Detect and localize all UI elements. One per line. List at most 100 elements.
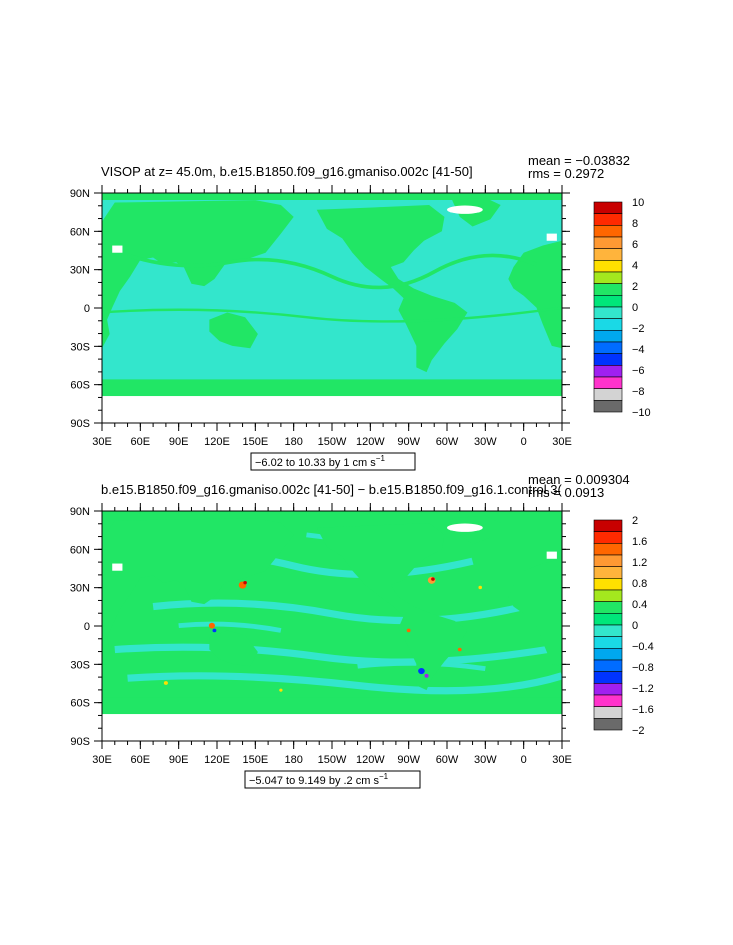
- panel-2-anomaly-south-atlantic: [418, 667, 425, 675]
- colorbar-swatch: [593, 365, 623, 378]
- panel-1-colorbar: 10 8 6 4 2 0 −2 −4 −6 −8 −10: [593, 197, 651, 419]
- panel-1-range-label: −6.02 to 10.33 by 1 cm s: [255, 457, 376, 469]
- colorbar-swatch: [593, 260, 623, 273]
- panel-1-y-axis: 90N 60N 30N 0 30S 60S 90S: [70, 188, 570, 430]
- colorbar-label: 8: [632, 218, 638, 230]
- colorbar-swatch: [593, 341, 623, 354]
- panel-2-anomaly-kuroshio-core: [243, 580, 247, 585]
- colorbar-label: −2: [632, 725, 645, 737]
- colorbar-swatch: [593, 519, 623, 532]
- x-tick-label: 0: [521, 436, 527, 448]
- y-tick-label: 0: [84, 303, 90, 315]
- colorbar-swatch: [593, 330, 623, 343]
- y-tick-label: 90N: [70, 188, 90, 200]
- panel-2-anomaly-indian: [208, 622, 215, 629]
- panel-2-anomaly-north-atlantic: [478, 585, 483, 590]
- x-tick-label: 120W: [356, 754, 385, 766]
- colorbar-swatch: [593, 578, 623, 591]
- colorbar-swatch: [593, 225, 623, 238]
- panel-1-zonal-band-south: [102, 306, 562, 323]
- panel-2-missing-data-arctic: [447, 523, 483, 532]
- panel-1-arctic-band: [102, 193, 562, 200]
- panel-2-map: [102, 511, 562, 726]
- y-tick-label: 30S: [70, 341, 90, 353]
- colorbar-swatch: [593, 236, 623, 249]
- y-tick-label: 30N: [70, 583, 90, 595]
- panel-2-anomaly-atlantic-eq: [457, 647, 462, 652]
- x-tick-label: 180: [284, 436, 302, 448]
- x-tick-label: 90E: [169, 754, 189, 766]
- x-tick-label: 60W: [436, 754, 459, 766]
- colorbar-swatch: [593, 271, 623, 284]
- svg-text:−5.047 to 9.149 by .2 cm s−1: −5.047 to 9.149 by .2 cm s−1: [249, 772, 389, 787]
- x-tick-label: 30E: [552, 436, 572, 448]
- panel-2-missing-data-east: [546, 551, 557, 559]
- y-tick-label: 60N: [70, 226, 90, 238]
- panel-2-negative-bands: [114, 550, 562, 695]
- y-tick-label: 0: [84, 621, 90, 633]
- colorbar-swatch: [593, 636, 623, 649]
- colorbar-swatch: [593, 718, 623, 731]
- colorbar-label: 1.6: [632, 536, 647, 548]
- colorbar-label: 0.4: [632, 599, 647, 611]
- panel-1-mean: mean = −0.03832: [528, 153, 630, 168]
- panel-1-map: [102, 193, 562, 408]
- colorbar-swatch: [593, 388, 623, 401]
- colorbar-swatch: [593, 601, 623, 614]
- x-tick-label: 90E: [169, 436, 189, 448]
- y-tick-label: 60S: [70, 380, 90, 392]
- colorbar-swatch: [593, 283, 623, 296]
- colorbar-swatch: [593, 201, 623, 214]
- x-tick-label: 120E: [204, 754, 230, 766]
- panel-1: VISOP at z= 45.0m, b.e15.B1850.f09_g16.g…: [70, 153, 651, 471]
- colorbar-label: 0.8: [632, 578, 647, 590]
- panel-2-anomaly-gulfstream: [427, 576, 436, 584]
- colorbar-label: −8: [632, 386, 645, 398]
- colorbar-swatch: [593, 248, 623, 261]
- colorbar-swatch: [593, 295, 623, 308]
- svg-text:−6.02 to 10.33 by 1 cm s−1: −6.02 to 10.33 by 1 cm s−1: [255, 454, 385, 469]
- panel-1-range-exponent: −1: [376, 454, 386, 463]
- panel-2-anomaly-pacific-eq: [406, 628, 411, 633]
- panel-2-x-axis: 30E 60E 90E 120E 150E 180 150W 120W 90W 60W 30W 0 30…: [92, 503, 572, 766]
- colorbar-swatch: [593, 706, 623, 719]
- colorbar-swatch: [593, 306, 623, 319]
- x-tick-label: 30E: [92, 436, 112, 448]
- colorbar-label: 10: [632, 197, 644, 209]
- colorbar-swatch: [593, 624, 623, 637]
- panel-2-anomaly-south-atlantic-core: [424, 673, 429, 678]
- x-tick-label: 150E: [242, 436, 268, 448]
- panel-2-anomaly-acc-2: [279, 688, 283, 692]
- colorbar-swatch: [593, 648, 623, 661]
- x-tick-label: 60E: [131, 754, 151, 766]
- x-tick-label: 60E: [131, 436, 151, 448]
- colorbar-swatch: [593, 589, 623, 602]
- x-tick-label: 60W: [436, 436, 459, 448]
- panel-2-anomaly-acc: [163, 681, 168, 685]
- colorbar-label: −4: [632, 344, 645, 356]
- colorbar-swatch: [593, 353, 623, 366]
- panel-1-x-axis: 30E 60E 90E 120E 150E 180 150W 120W 90W 60W 30W 0 30…: [92, 185, 572, 448]
- panel-2: b.e15.B1850.f09_g16.gmaniso.002c [41-50]…: [70, 472, 654, 789]
- x-tick-label: 180: [284, 754, 302, 766]
- colorbar-label: −10: [632, 407, 651, 419]
- colorbar-swatch: [593, 531, 623, 544]
- panel-1-no-data-south: [102, 396, 562, 408]
- y-tick-label: 90S: [70, 418, 90, 430]
- panel-1-missing-data-east: [546, 233, 557, 241]
- x-tick-label: 30E: [92, 754, 112, 766]
- y-tick-label: 30S: [70, 659, 90, 671]
- x-tick-label: 150W: [318, 436, 347, 448]
- colorbar-swatch: [593, 694, 623, 707]
- colorbar-swatch: [593, 659, 623, 672]
- panel-1-missing-data-arctic: [447, 205, 483, 214]
- colorbar-label: 2: [632, 515, 638, 527]
- panel-2-colorbar: 2 1.6 1.2 0.8 0.4 0 −0.4 −0.8 −1.2 −1.6 −2: [593, 515, 654, 737]
- colorbar-label: −6: [632, 365, 645, 377]
- colorbar-label: 6: [632, 239, 638, 251]
- x-tick-label: 150E: [242, 754, 268, 766]
- x-tick-label: 150W: [318, 754, 347, 766]
- panel-2-range-label: −5.047 to 9.149 by .2 cm s: [249, 775, 379, 787]
- colorbar-label: 1.2: [632, 557, 647, 569]
- panel-1-missing-data-west: [112, 245, 123, 253]
